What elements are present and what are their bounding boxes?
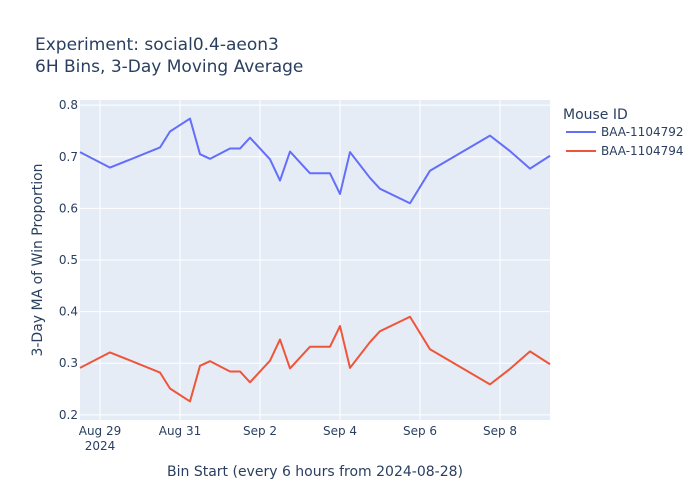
legend-item[interactable]: BAA-1104794 (566, 144, 684, 158)
x-tick-label: Sep 2 (243, 424, 277, 438)
grid-lines (80, 100, 550, 420)
legend-label: BAA-1104792 (601, 125, 684, 139)
chart-subtitle: 6H Bins, 3-Day Moving Average (35, 57, 303, 77)
legend-label: BAA-1104794 (601, 144, 684, 158)
chart-title: Experiment: social0.4-aeon3 (35, 35, 279, 55)
y-axis-title: 3-Day MA of Win Proportion (30, 163, 46, 356)
y-tick-label: 0.4 (59, 305, 78, 319)
y-tick-label: 0.6 (59, 201, 78, 215)
legend-item[interactable]: BAA-1104792 (566, 125, 684, 139)
legend-title: Mouse ID (563, 107, 628, 123)
x-tick-label: Sep 8 (483, 424, 517, 438)
x-tick-label: Aug 29 (79, 424, 122, 438)
series-line-baa-1104794[interactable] (79, 315, 551, 403)
x-tick-label: Aug 31 (159, 424, 202, 438)
y-tick-label: 0.7 (59, 150, 78, 164)
series-line-baa-1104792[interactable] (79, 117, 551, 205)
x-axis-title: Bin Start (every 6 hours from 2024-08-28… (167, 464, 463, 480)
x-tick-sublabel: 2024 (85, 439, 116, 453)
y-tick-label: 0.2 (59, 408, 78, 422)
series-lines[interactable] (79, 117, 551, 403)
x-tick-label: Sep 4 (323, 424, 357, 438)
y-tick-label: 0.3 (59, 356, 78, 370)
x-tick-label: Sep 6 (403, 424, 437, 438)
y-tick-label: 0.5 (59, 253, 78, 267)
legend[interactable]: Mouse ID BAA-1104792 BAA-1104794 (563, 107, 684, 158)
y-tick-label: 0.8 (59, 98, 78, 112)
